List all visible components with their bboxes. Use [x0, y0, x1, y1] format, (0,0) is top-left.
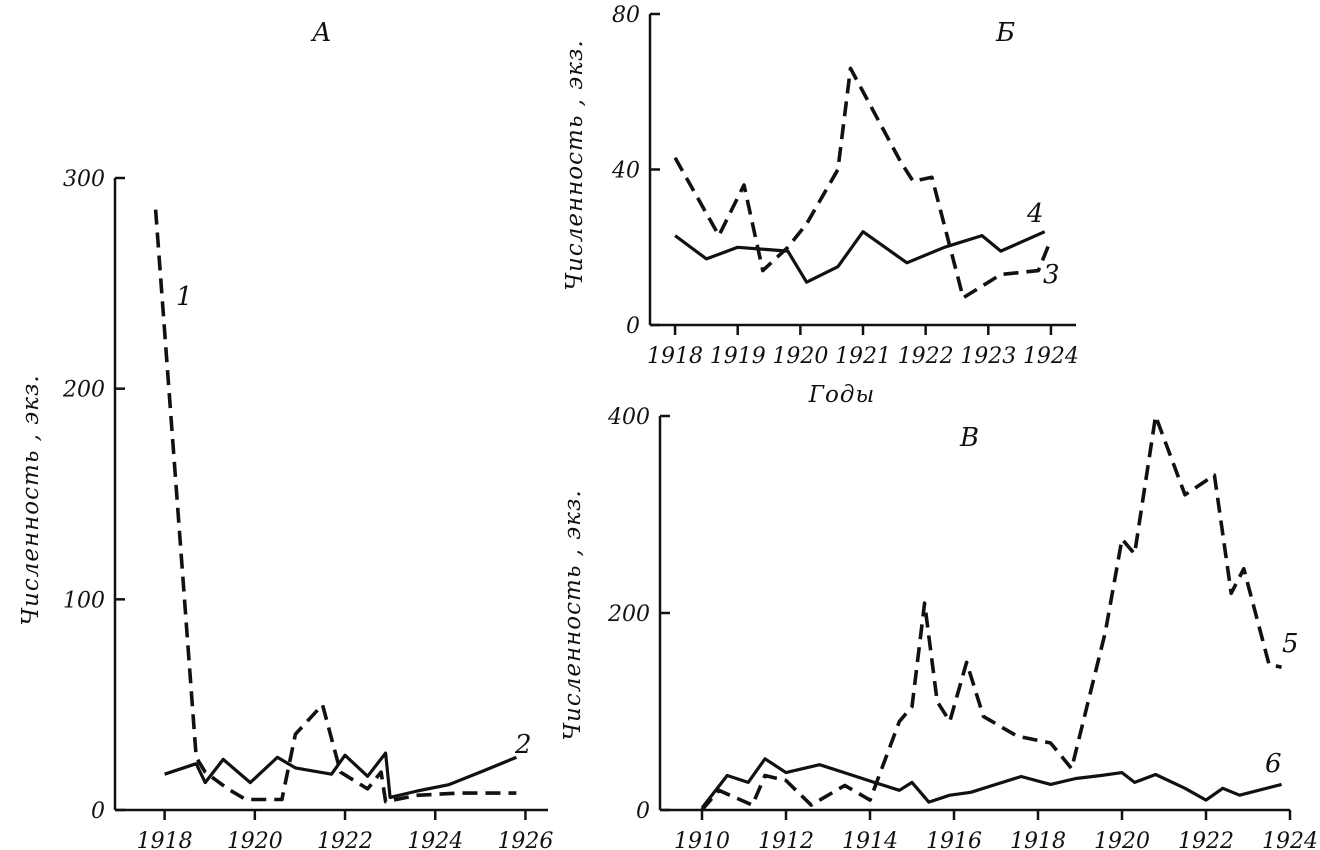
panel-c-x-tick-label: 1916: [926, 829, 982, 850]
panel-a-title: А: [310, 18, 332, 48]
panel-b-x-tick-label: 1921: [835, 344, 891, 369]
panel-b-x-tick-label: 1923: [960, 344, 1016, 369]
panel-a-y-tick-label: 100: [63, 588, 105, 613]
panel-c-series-6-label: 6: [1265, 749, 1282, 779]
panel-a-ylabel: Численность , экз.: [18, 374, 44, 626]
panel-b-series-4-line: [674, 230, 1046, 284]
panel-a-y-tick-label: 0: [91, 799, 105, 824]
panel-b-x-tick-label: 1924: [1023, 344, 1079, 369]
panel-c-x-tick-label: 1910: [674, 829, 730, 850]
panel-b-y-tick-label: 80: [612, 3, 640, 28]
panel-c-series-5-line: [700, 414, 1283, 812]
panel-a-x-tick-label: 1922: [317, 829, 373, 850]
panel-b-x-tick-label: 1918: [647, 344, 703, 369]
panel-a-x-tick-label: 1926: [497, 829, 553, 850]
panel-b-series-4-label: 4: [1026, 199, 1044, 229]
panel-c-x-tick-label: 1912: [758, 829, 814, 850]
panel-c-series-6-line: [700, 757, 1282, 809]
panel-a-series-1-label: 1: [176, 282, 193, 312]
panel-a: А Численность , экз. 0 100 200 300 1918 1920 1…: [18, 18, 553, 850]
panel-b-x-tick-label: 1919: [710, 344, 766, 369]
panel-b-y-tick-label: 0: [626, 314, 640, 339]
panel-c-y-tick-label: 0: [636, 799, 650, 824]
panel-a-series-1-line: [153, 209, 517, 804]
panel-v-title: В: [959, 423, 979, 453]
panel-c-x-tick-label: 1918: [1010, 829, 1066, 850]
panel-a-series-2-line: [164, 751, 518, 799]
panel-a-x-tick-label: 1924: [407, 829, 463, 850]
panel-b-x-tick-label: 1920: [772, 344, 828, 369]
panel-c-y-tick-label: 200: [607, 602, 650, 627]
panel-b-x-tick-label: 1922: [898, 344, 954, 369]
panel-a-x-tick-label: 1920: [227, 829, 283, 850]
panel-b-title: Б: [995, 18, 1015, 48]
panel-b-series-3-label: 3: [1043, 260, 1060, 290]
panel-v-ylabel: Численность , экз.: [560, 489, 586, 741]
panel-b-y-tick-label: 40: [611, 159, 640, 184]
panel-v: В Численность , экз. 0 200 400 1910 1912 1914…: [560, 405, 1318, 850]
panel-c-y-tick-label: 400: [607, 405, 650, 430]
panel-a-series-2-label: 2: [514, 730, 532, 760]
panel-a-x-tick-label: 1918: [137, 829, 193, 850]
panel-a-y-tick-label: 200: [62, 378, 105, 403]
panel-c-x-tick-label: 1924: [1262, 829, 1318, 850]
panel-b-ylabel: Численность , экз.: [562, 39, 588, 291]
panel-b-series-3-line: [673, 66, 1053, 300]
panel-a-y-tick-label: 300: [63, 167, 105, 192]
panel-b-xlabel: Годы: [808, 382, 875, 408]
panel-c-x-tick-label: 1922: [1178, 829, 1234, 850]
panel-c-series-5-label: 5: [1282, 629, 1299, 659]
panel-c-x-tick-label: 1920: [1094, 829, 1150, 850]
panel-c-x-tick-label: 1914: [842, 829, 898, 850]
